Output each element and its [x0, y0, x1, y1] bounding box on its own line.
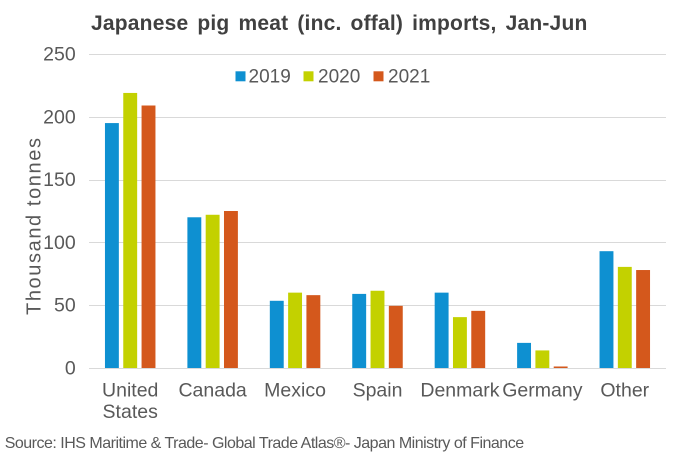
svg-text:0: 0	[65, 358, 76, 380]
svg-text:Source: IHS Maritime & Trade-: Source: IHS Maritime & Trade- Global Tra…	[5, 435, 525, 452]
svg-text:Mexico: Mexico	[264, 379, 326, 401]
svg-text:States: States	[103, 401, 159, 423]
svg-text:2021: 2021	[388, 66, 430, 87]
svg-text:Japanese pig meat (inc. offal): Japanese pig meat (inc. offal) imports, …	[91, 12, 588, 35]
svg-text:Spain: Spain	[353, 379, 403, 401]
svg-text:250: 250	[43, 44, 76, 66]
svg-text:United: United	[102, 379, 158, 401]
svg-text:Other: Other	[600, 379, 649, 401]
svg-text:50: 50	[54, 295, 76, 317]
svg-text:150: 150	[43, 169, 76, 191]
svg-text:Canada: Canada	[178, 379, 246, 401]
svg-text:Denmark: Denmark	[420, 379, 499, 401]
svg-text:2020: 2020	[318, 66, 360, 87]
svg-text:100: 100	[43, 232, 76, 254]
svg-text:2019: 2019	[249, 66, 291, 87]
svg-text:Germany: Germany	[502, 379, 582, 401]
svg-text:200: 200	[43, 106, 76, 128]
svg-text:Thousand tonnes: Thousand tonnes	[24, 136, 46, 315]
